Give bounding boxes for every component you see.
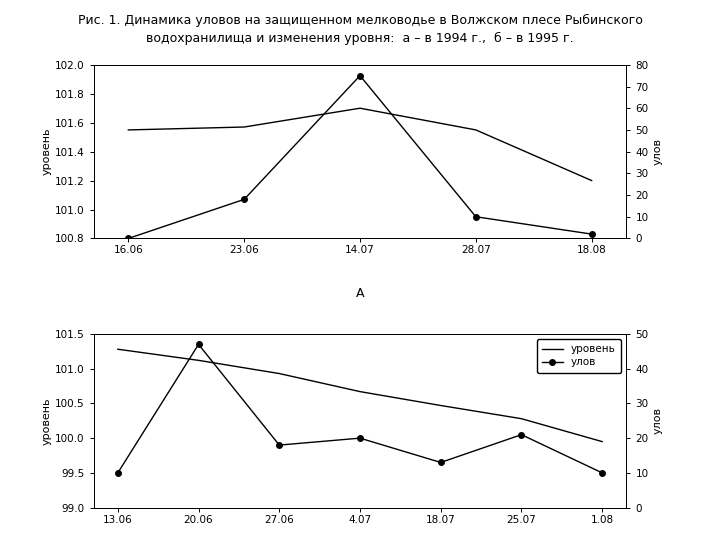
Y-axis label: уровень: уровень [42, 128, 52, 176]
Text: водохранилища и изменения уровня:  а – в 1994 г.,  б – в 1995 г.: водохранилища и изменения уровня: а – в … [146, 32, 574, 45]
Text: Рис. 1. Динамика уловов на защищенном мелководье в Волжском плесе Рыбинского: Рис. 1. Динамика уловов на защищенном ме… [78, 14, 642, 26]
Text: А: А [356, 287, 364, 300]
Legend: уровень, улов: уровень, улов [536, 339, 621, 373]
Y-axis label: уровень: уровень [42, 397, 52, 444]
Y-axis label: улов: улов [653, 407, 662, 434]
Y-axis label: улов: улов [653, 138, 662, 165]
